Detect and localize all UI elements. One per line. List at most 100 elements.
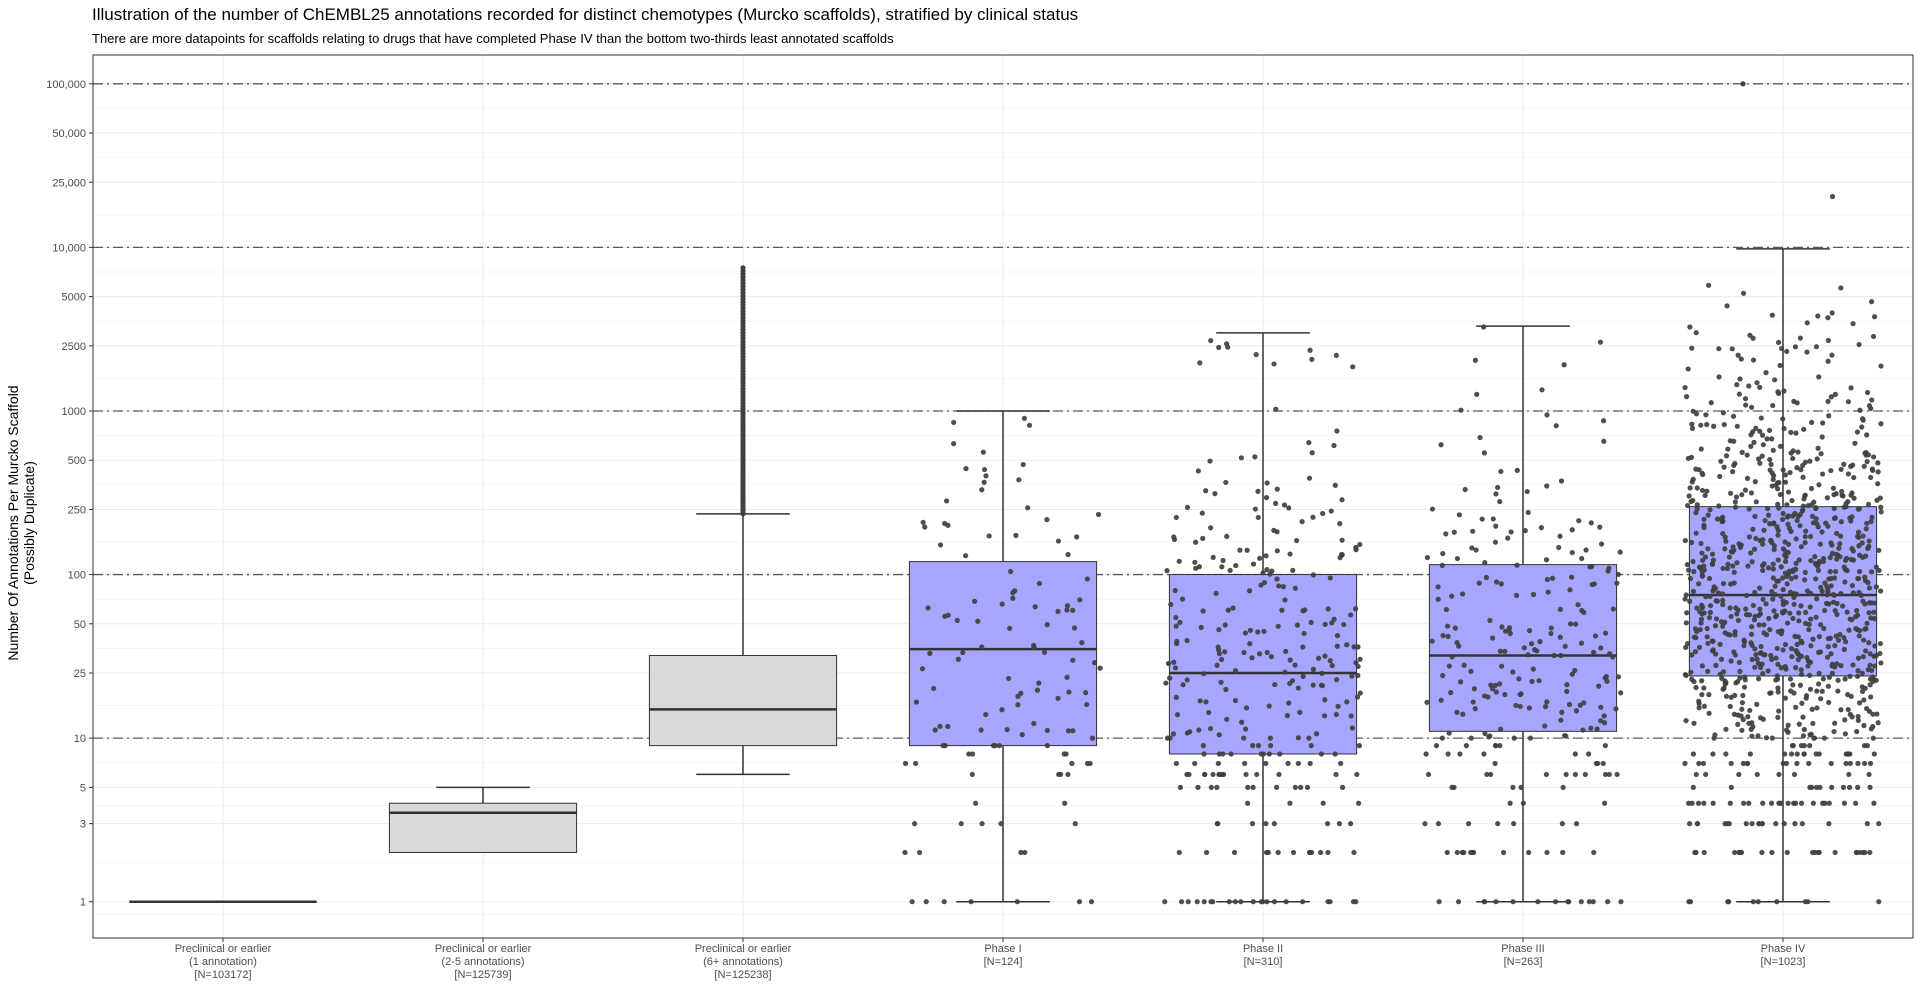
data-point [1583,547,1589,553]
data-point [1732,849,1738,856]
data-point [1816,633,1822,640]
data-point [1765,512,1772,518]
data-point [1683,394,1690,400]
data-point [1484,771,1490,778]
data-point [1775,339,1782,346]
data-point [1867,682,1873,688]
data-point [1842,557,1849,563]
data-point [1232,697,1239,704]
data-point [1840,784,1847,790]
data-point [1526,705,1532,711]
data-point [1097,665,1103,671]
data-point [1815,445,1821,451]
data-point [1588,520,1594,526]
data-point [1765,668,1771,674]
data-point [1803,695,1809,701]
data-point [1828,394,1834,400]
data-point [1723,693,1730,699]
data-point [1838,707,1844,713]
data-point [1588,725,1594,731]
data-point [1034,687,1041,693]
data-point [1837,541,1843,547]
y-axis-label-line-1: Number Of Annotations Per Murcko Scaffol… [5,385,21,660]
data-point [1334,677,1340,683]
data-point [1829,670,1836,676]
data-point [1814,456,1820,462]
data-point [1854,607,1860,614]
data-point [1850,321,1856,327]
data-point [1784,620,1791,626]
data-point [1516,676,1522,682]
data-point [1793,665,1799,671]
data-point [1481,751,1487,757]
data-point [1828,467,1834,474]
data-point [1690,751,1697,757]
data-point [1357,541,1363,548]
data-point [1284,713,1291,719]
data-point [1747,707,1753,714]
data-point [1066,689,1072,695]
data-point [1706,575,1713,582]
data-point [1328,508,1334,514]
data-point [1294,537,1300,544]
data-point [1813,516,1819,522]
data-point [1728,548,1734,555]
data-point [1838,533,1844,539]
data-point [1798,653,1804,659]
data-point [1857,849,1863,856]
data-point [1701,849,1707,856]
data-point [1768,461,1774,468]
data-point [1765,565,1772,571]
data-point [1331,616,1337,622]
data-point [1551,652,1557,659]
data-point [1216,732,1222,738]
data-point [1754,380,1760,386]
data-point [1564,682,1570,688]
data-point [1777,491,1783,498]
data-point [1772,377,1778,383]
data-point [1770,402,1776,409]
data-point [1759,849,1765,856]
data-point [1856,506,1863,512]
data-point [1815,649,1822,655]
data-point [1424,699,1430,705]
data-point [1751,617,1758,623]
data-point [1830,591,1836,598]
data-point [1258,751,1264,757]
data-point [1243,771,1249,778]
data-point [1746,506,1752,512]
data-point [1297,709,1303,715]
data-point [1832,391,1838,397]
data-point [1598,718,1604,724]
data-point [1876,567,1882,574]
data-point [1242,630,1248,636]
data-point [1334,633,1341,639]
data-point [1841,800,1848,806]
data-point [1208,337,1214,344]
data-point [1440,550,1446,557]
data-point [1740,81,1746,87]
box-body [1168,574,1358,755]
data-point [1775,629,1781,635]
data-point [1559,709,1565,715]
data-point [1819,434,1825,440]
data-point [1344,642,1350,648]
data-point [1530,591,1537,598]
x-tick-label-line: Preclinical or earlier [695,943,792,955]
data-point [1740,717,1746,723]
data-point [1753,535,1759,542]
data-point [940,743,946,749]
data-point [1580,727,1586,733]
data-point [1846,784,1853,790]
data-point [1592,633,1599,639]
data-point [1497,726,1504,732]
data-point [1760,800,1766,806]
data-point [1525,509,1531,516]
box-5 [1168,332,1358,903]
data-point [1863,626,1869,632]
data-point [1707,609,1713,615]
data-point [1775,501,1781,507]
data-point [1717,641,1723,647]
data-point [1787,676,1794,682]
data-point [979,644,985,650]
